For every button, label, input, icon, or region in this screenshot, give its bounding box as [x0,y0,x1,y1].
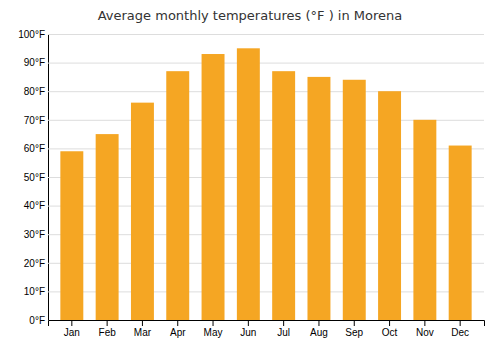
x-tick: Jul [277,320,290,338]
bar [307,77,330,320]
x-tick-line [354,320,355,326]
x-tick-label: Jun [240,327,256,338]
y-tick: 100°F [18,29,484,40]
x-tick-label: May [204,327,223,338]
bar [343,80,366,320]
bar [237,48,260,320]
x-tick-line [318,320,319,326]
x-tick-line [424,320,425,326]
x-tick-label: Feb [99,327,117,338]
grid-line [48,34,484,35]
y-tick-label: 80°F [24,86,45,97]
x-tick-line [71,320,72,326]
x-tick-line [213,320,214,326]
x-tick-label: Aug [310,327,328,338]
x-axis: Jan Feb Mar Apr May Jun Jul Aug Sep Oct Nov Dec [49,320,485,338]
x-tick: Jun [240,320,256,338]
x-tick-label: Apr [170,327,186,338]
x-tick-line [248,320,249,326]
x-axis-line [49,321,485,327]
bar [131,103,154,320]
chart: 0°F 10°F 20°F 30°F 40°F 50°F 60°F 70°F 80°F 90°F 1… [0,0,500,350]
bar [413,120,436,320]
x-tick: Jan [64,320,80,338]
title: Average monthly temperatures (°F ) in Mo… [98,8,403,23]
x-tick: Dec [451,320,469,338]
y-tick-label: 10°F [24,286,45,297]
bar [96,134,119,320]
bars [60,48,471,320]
x-tick-line [177,320,178,326]
y-tick-label: 20°F [24,258,45,269]
x-tick-label: Jan [64,327,80,338]
x-tick-line [142,320,143,326]
plot: 0°F 10°F 20°F 30°F 40°F 50°F 60°F 70°F 80°F 90°F 1… [18,29,484,338]
bar [378,91,401,320]
x-tick: Sep [345,320,363,338]
y-tick-label: 60°F [24,143,45,154]
y-tick-label: 90°F [24,57,45,68]
bar [166,71,189,320]
x-tick-line [283,320,284,326]
x-tick: Feb [99,320,117,338]
grid-line [48,63,484,64]
x-tick-label: Jul [277,327,290,338]
x-tick: Nov [416,320,434,338]
y-tick-label: 30°F [24,229,45,240]
y-tick-label: 70°F [24,115,45,126]
y-tick-label: 0°F [29,315,45,326]
bar [202,54,225,320]
x-tick: Oct [382,320,398,338]
y-tick-label: 100°F [18,29,45,40]
x-tick: Apr [170,320,186,338]
bar [60,151,83,320]
y-tick-label: 40°F [24,200,45,211]
x-tick-label: Sep [345,327,363,338]
x-tick-line [460,320,461,326]
x-tick: Mar [134,320,152,338]
y-axis-line [49,35,485,321]
x-tick-label: Oct [382,327,398,338]
x-tick-label: Mar [134,327,152,338]
y-tick-label: 50°F [24,172,45,183]
x-tick-line [389,320,390,326]
y-axis: 0°F 10°F 20°F 30°F 40°F 50°F 60°F 70°F 80°F 90°F 1… [18,29,484,326]
x-tick: May [204,320,223,338]
x-tick-label: Nov [416,327,434,338]
grid-line [48,91,484,92]
bar [449,146,472,320]
x-tick-line [107,320,108,326]
bar [272,71,295,320]
x-tick-label: Dec [451,327,469,338]
x-tick: Aug [310,320,328,338]
